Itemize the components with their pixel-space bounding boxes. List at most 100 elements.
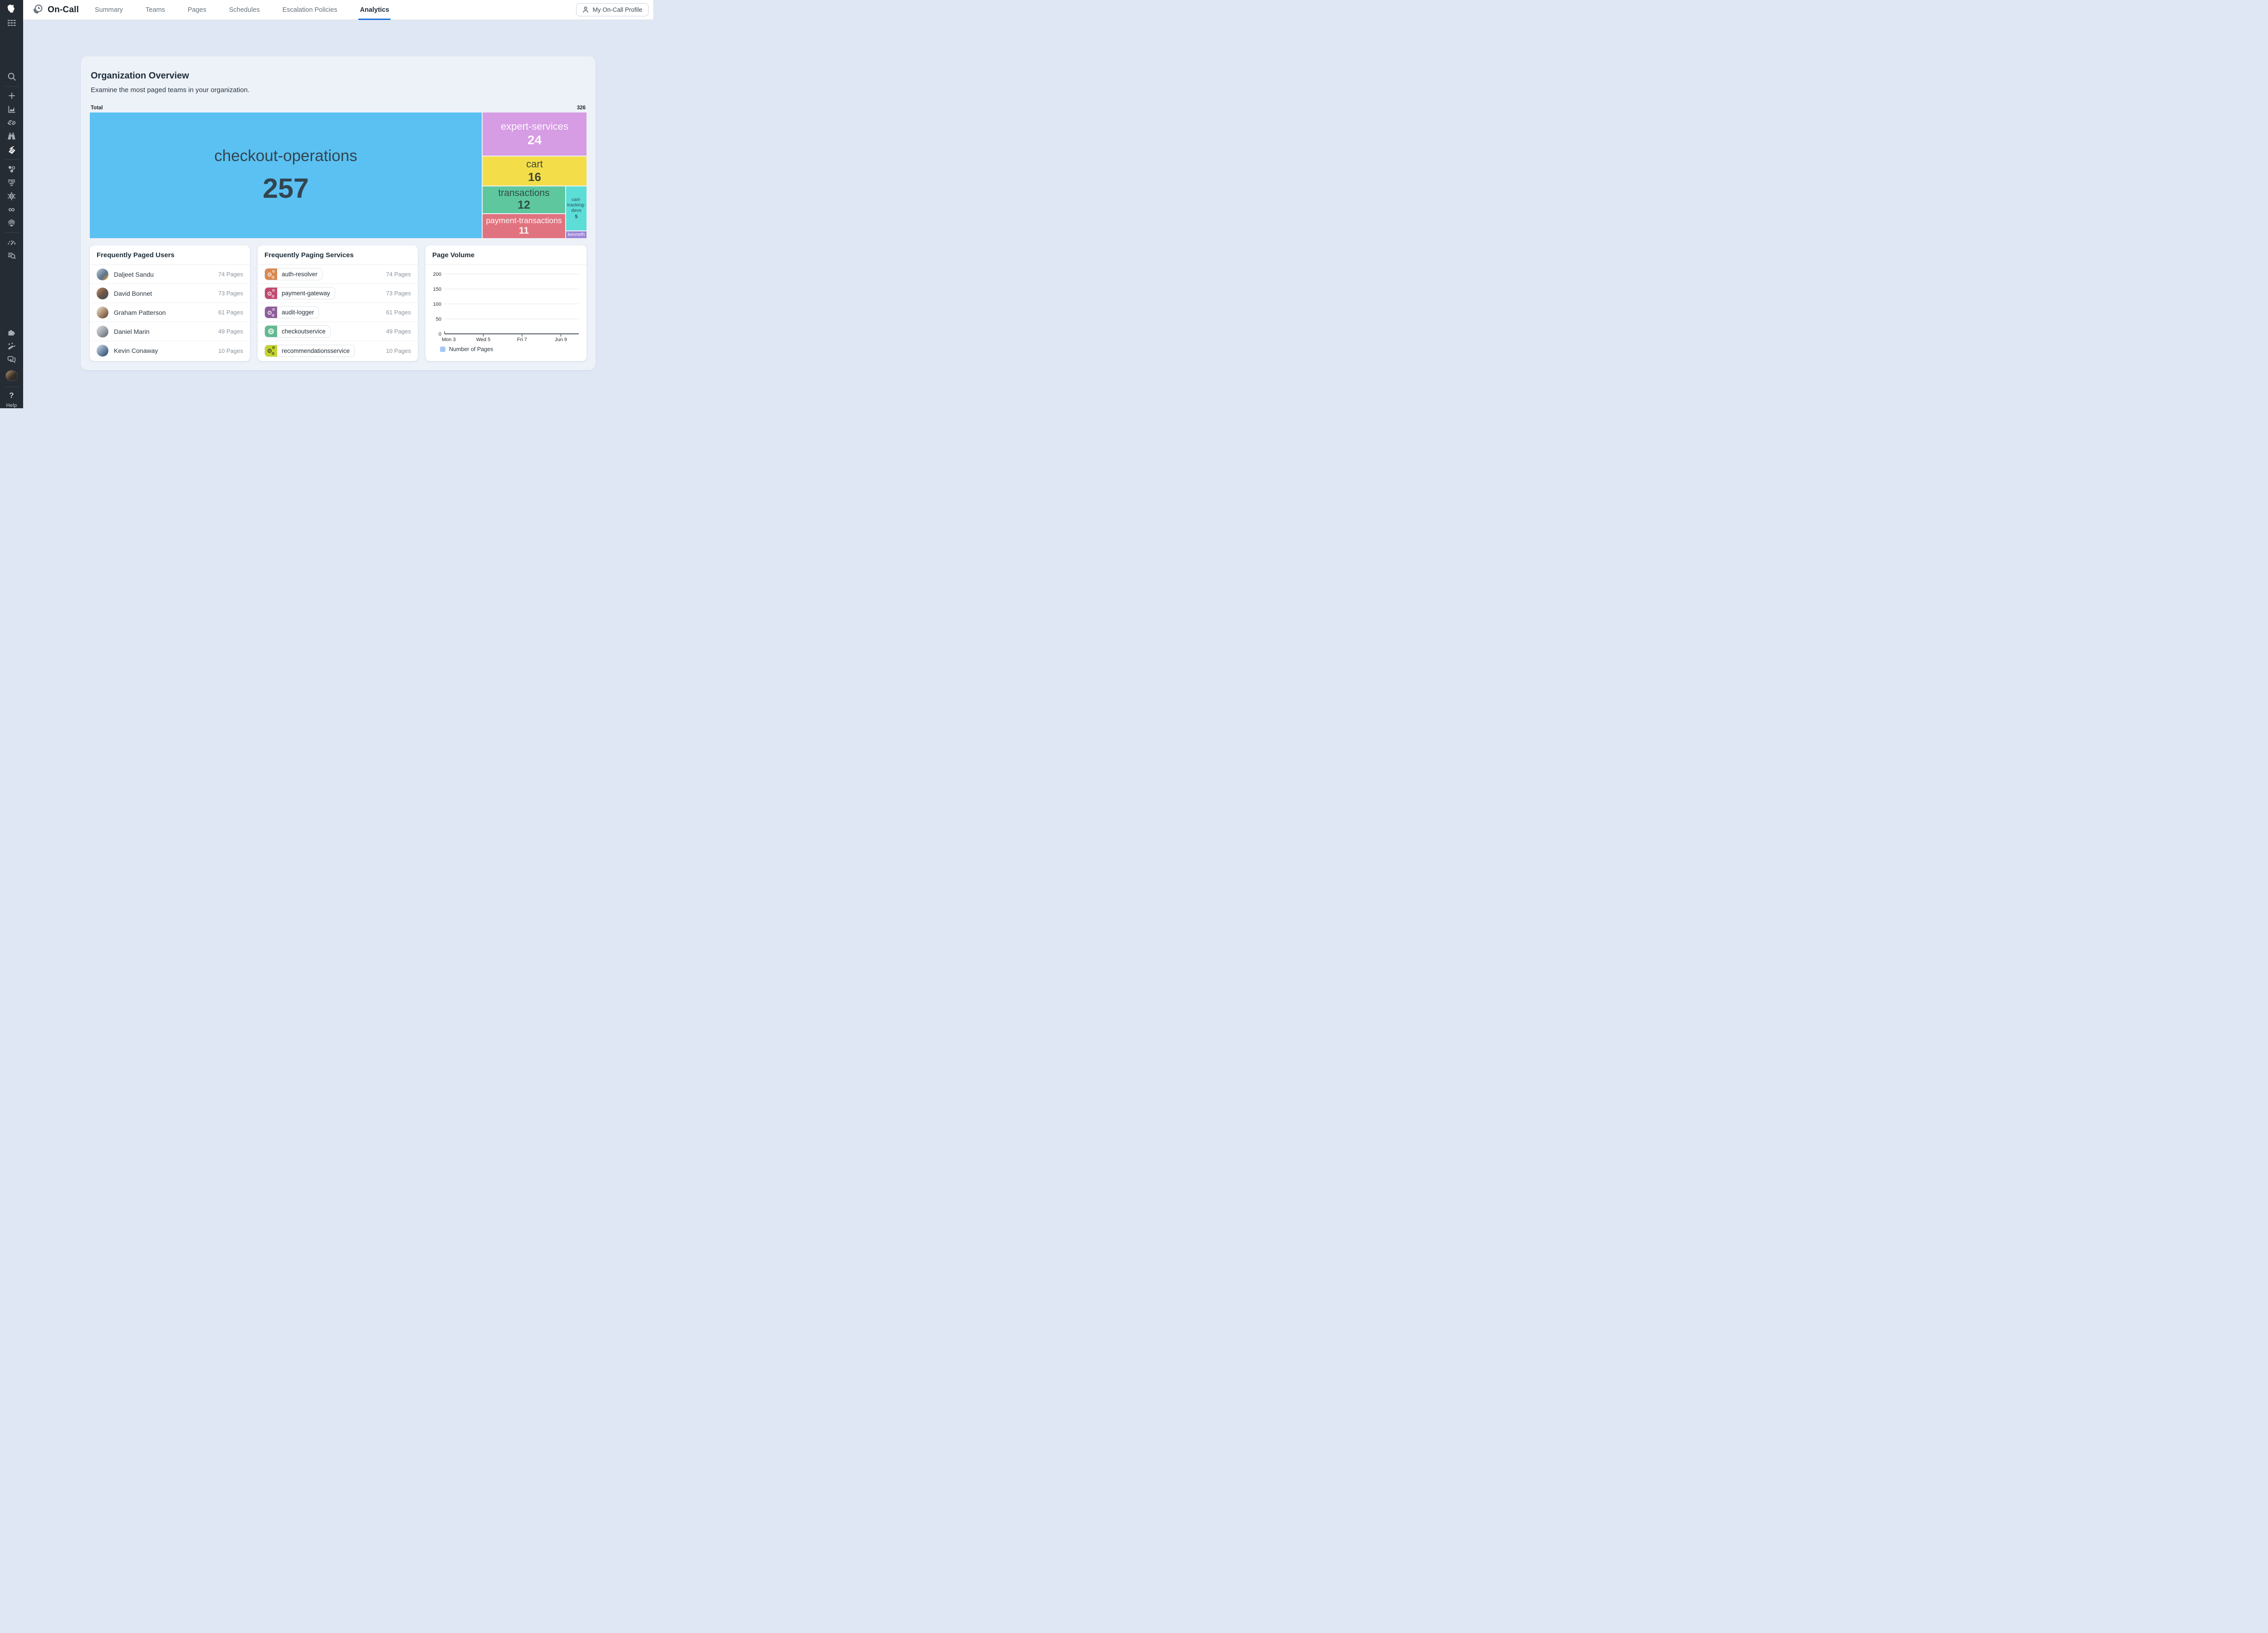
integrations-puzzle-icon[interactable] [6, 328, 17, 338]
service-pill[interactable]: checkoutservice [264, 325, 331, 337]
tab-summary[interactable]: Summary [94, 6, 123, 14]
tab-schedules[interactable]: Schedules [229, 6, 260, 14]
log-search-icon[interactable] [6, 251, 17, 261]
user-row[interactable]: Daljeet Sandu 74 Pages [90, 265, 250, 284]
hexagons-glyph [8, 166, 15, 173]
add-icon[interactable] [6, 91, 17, 101]
gears-icon: ⚙ ⚙ ⚙ [265, 307, 277, 318]
infrastructure-hexagons-icon[interactable] [6, 164, 17, 174]
user-avatar[interactable] [5, 370, 18, 381]
search-icon[interactable] [6, 72, 17, 82]
frequently-paged-users-card: Frequently Paged Users Daljeet Sandu 74 … [90, 245, 250, 361]
security-shield-icon[interactable] [6, 218, 17, 228]
y-tick: 50 [436, 317, 441, 322]
gears-icon: ⚙ ⚙ ⚙ [265, 288, 277, 299]
globe-icon [265, 326, 277, 337]
gears-icon: ⚙ ⚙ ⚙ [265, 269, 277, 280]
app-root: ∞ [0, 0, 653, 408]
my-oncall-profile-button[interactable]: My On-Call Profile [576, 3, 649, 16]
treemap-tile-payment-transactions[interactable]: payment-transactions 11 [482, 214, 566, 238]
user-row[interactable]: Graham Patterson 61 Pages [90, 303, 250, 322]
service-pill[interactable]: ⚙ ⚙ ⚙ payment-gateway [264, 287, 335, 299]
magic-wand-icon[interactable] [6, 341, 17, 351]
treemap-tile-checkout-operations[interactable]: checkout-operations 257 [90, 112, 482, 238]
tab-teams[interactable]: Teams [146, 6, 165, 14]
overview-title: Organization Overview [91, 71, 189, 81]
chart-legend: Number of Pages [440, 346, 583, 352]
volume-card-title: Page Volume [425, 245, 587, 265]
x-tick: Fri 7 [517, 337, 527, 341]
apps-grid-icon[interactable] [6, 18, 17, 28]
user-avatar-photo [97, 345, 108, 357]
gauge-icon[interactable] [6, 237, 17, 247]
service-row: ⚙ ⚙ ⚙ payment-gateway 73 Pages [258, 284, 418, 303]
user-row[interactable]: Kevin Conaway 10 Pages [90, 341, 250, 360]
user-row[interactable]: Daniel Marin 49 Pages [90, 322, 250, 341]
service-row: checkoutservice 49 Pages [258, 322, 418, 341]
user-avatar-photo [97, 325, 108, 337]
layers-active-icon[interactable] [6, 145, 17, 155]
help-icon: ? [9, 391, 14, 400]
treemap-tile-kenneth[interactable]: kenneth [566, 231, 587, 238]
user-avatar-photo [97, 287, 108, 299]
logs-icon[interactable] [6, 178, 17, 188]
service-pill[interactable]: ⚙ ⚙ ⚙ auth-resolver [264, 268, 323, 280]
x-tick: Jun 9 [555, 337, 567, 341]
apm-orbit-icon[interactable] [6, 118, 17, 128]
conversations-icon[interactable] [6, 355, 17, 365]
infinity-glyph: ∞ [8, 204, 15, 215]
user-row[interactable]: David Bonnet 73 Pages [90, 284, 250, 303]
legend-swatch [440, 347, 445, 352]
help-label: Help [6, 403, 17, 409]
nav-tabs: Summary Teams Pages Schedules Escalation… [83, 0, 401, 20]
wand-glyph [8, 342, 15, 350]
y-tick: 0 [439, 332, 441, 337]
tab-escalation-policies[interactable]: Escalation Policies [282, 6, 337, 14]
help-button[interactable]: ? Help [6, 391, 17, 408]
service-row: ⚙ ⚙ ⚙ auth-resolver 74 Pages [258, 265, 418, 284]
bottom-cards-row: Frequently Paged Users Daljeet Sandu 74 … [90, 245, 587, 361]
line-chart-canvas: 200 150 100 50 0 Mon 3 Wed 5 Fri 7 Jun 9 [433, 272, 579, 342]
ci-infinity-icon[interactable]: ∞ [6, 205, 17, 215]
sidebar-divider [5, 386, 19, 387]
treemap-tile-cart[interactable]: cart 16 [482, 156, 587, 186]
service-pill[interactable]: ⚙ ⚙ ⚙ recommendationsservice [264, 344, 355, 357]
orbit-glyph [7, 120, 16, 126]
main-column: On-Call Summary Teams Pages Schedules Es… [23, 0, 653, 408]
users-card-title: Frequently Paged Users [90, 245, 250, 265]
sidebar-divider [5, 159, 19, 160]
top-nav: On-Call Summary Teams Pages Schedules Es… [23, 0, 653, 20]
services-card-title: Frequently Paging Services [258, 245, 418, 265]
page-volume-chart: 200 150 100 50 0 Mon 3 Wed 5 Fri 7 Jun 9 [425, 265, 587, 352]
network-globe-icon[interactable] [6, 191, 17, 201]
x-tick: Mon 3 [442, 337, 456, 341]
treemap-tile-transactions[interactable]: transactions 12 [482, 186, 566, 213]
watchdog-binoculars-icon[interactable] [6, 132, 17, 142]
search-lines-glyph [8, 253, 16, 259]
gears-icon: ⚙ ⚙ ⚙ [265, 345, 277, 357]
plus-glyph [8, 93, 15, 99]
person-icon [583, 6, 589, 13]
treemap-tile-expert-services[interactable]: expert-services 24 [482, 112, 587, 156]
metrics-icon[interactable] [6, 104, 17, 114]
service-row: ⚙ ⚙ ⚙ recommendationsservice 10 Pages [258, 341, 418, 360]
sidebar: ∞ [0, 0, 23, 408]
datadog-logo-icon[interactable] [6, 4, 17, 15]
speedometer-glyph [8, 240, 16, 245]
stacked-frames-glyph [8, 146, 15, 154]
overlapping-windows-glyph [7, 356, 16, 363]
oncall-phone-clock-icon [33, 5, 43, 14]
service-pill[interactable]: ⚙ ⚙ ⚙ audit-logger [264, 306, 319, 318]
frequently-paging-services-card: Frequently Paging Services ⚙ ⚙ ⚙ auth-reso… [258, 245, 418, 361]
area-chart-glyph [8, 106, 15, 113]
treemap-header: Total 326 [91, 105, 586, 111]
treemap-tile-cart-tracking-devs[interactable]: cart-tracking-devs 5 [566, 186, 587, 230]
tab-pages[interactable]: Pages [187, 6, 206, 14]
log-lines-glyph [8, 179, 15, 186]
tab-analytics[interactable]: Analytics [348, 0, 400, 20]
x-tick: Wed 5 [476, 337, 491, 341]
oncall-brand: On-Call [31, 4, 79, 16]
y-tick: 200 [433, 272, 441, 277]
search-glyph [8, 73, 16, 81]
content-area: Organization Overview Examine the most p… [23, 20, 653, 408]
